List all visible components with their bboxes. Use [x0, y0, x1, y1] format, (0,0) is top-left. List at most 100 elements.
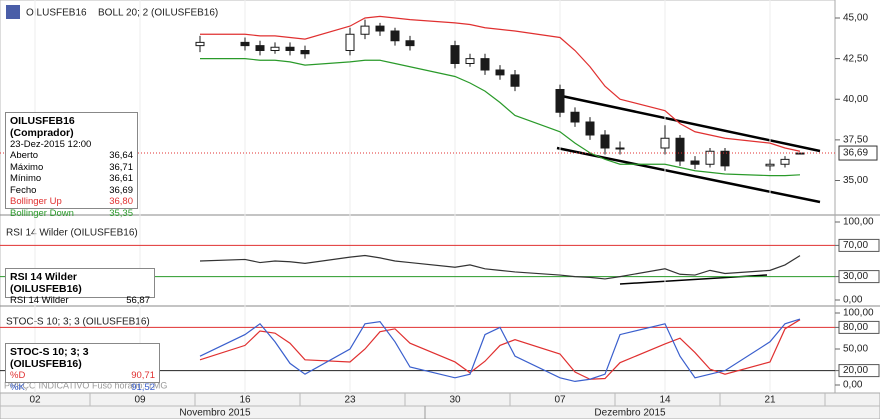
candle-body	[240, 41, 250, 47]
y-tick-label: 40,00	[843, 94, 868, 105]
info-value: 36,61	[109, 173, 133, 184]
tick-box	[838, 238, 880, 252]
candle-body	[195, 41, 205, 47]
candle-body	[375, 25, 385, 32]
candle-body	[360, 25, 370, 35]
candle-body	[600, 134, 610, 149]
info-row: RSI 14 Wilder 56,87	[10, 295, 150, 307]
candle-body	[690, 160, 700, 165]
candle-body	[765, 163, 775, 167]
info-row: Bollinger Down 35,35	[10, 208, 133, 220]
info-row: Bollinger Up 36,80	[10, 196, 133, 208]
info-value: 56,87	[126, 295, 150, 306]
info-value: 90,71	[131, 370, 155, 381]
trend-line[interactable]	[556, 93, 821, 153]
candle-body	[390, 30, 400, 42]
y-tick-label: 100,00	[843, 308, 874, 319]
last-price-box	[838, 145, 878, 161]
info-label: %D	[10, 370, 26, 381]
x-tick-label: 02	[29, 395, 41, 406]
info-row: Aberto 36,64	[10, 150, 133, 162]
x-tick-label: 14	[659, 395, 671, 406]
rsi-box: RSI 14 Wilder (OILUSFEB16) RSI 14 Wilder…	[5, 268, 155, 306]
x-tick-label: 21	[764, 395, 776, 406]
candle-body	[285, 46, 295, 51]
last-price-label: 36,69	[843, 148, 868, 159]
y-tick-label: 30,00	[843, 271, 868, 282]
info-box: OILUSFEB16 (Comprador) 23-Dez-2015 12:00…	[5, 112, 138, 219]
timezone: Fuso horário: TMG	[92, 380, 167, 390]
candle-body	[510, 74, 520, 87]
candle-body	[585, 121, 595, 136]
info-rows: Aberto 36,64 Máximo 36,71 Mínimo 36,61 Fecho 36…	[10, 150, 133, 219]
month-label: Dezembro 2015	[594, 408, 666, 419]
info-row: Mínimo 36,61	[10, 173, 133, 185]
rsi-rows: RSI 14 Wilder 56,87	[10, 295, 150, 307]
candle-body	[660, 137, 670, 149]
series-line	[200, 58, 801, 177]
x-tick-label: 09	[134, 395, 146, 406]
info-label: %K	[10, 381, 25, 393]
info-row: %D 90,71	[10, 370, 155, 382]
x-tick-label: 23	[344, 395, 356, 406]
month-label: Novembro 2015	[179, 408, 251, 419]
info-label: Aberto	[10, 150, 38, 161]
candle-body	[495, 69, 505, 76]
candle-body	[555, 89, 565, 113]
info-label: Fecho	[10, 184, 37, 196]
info-value: 36,69	[109, 184, 133, 196]
y-tick-label: 0,00	[843, 295, 863, 306]
info-label: RSI 14 Wilder	[10, 295, 69, 306]
footer-note: PREÇO INDICATIVO	[4, 380, 89, 390]
candle-body	[720, 150, 730, 167]
series-line	[199, 254, 801, 280]
candle-body	[345, 33, 355, 51]
info-value: 36,80	[109, 196, 133, 207]
info-value: 91,52	[131, 381, 155, 393]
y-tick-label: 20,00	[843, 365, 868, 376]
info-label: Bollinger Up	[10, 196, 62, 207]
y-tick-label: 70,00	[843, 240, 868, 251]
y-tick-label: 80,00	[843, 322, 868, 333]
candle-body	[795, 152, 805, 155]
series-line	[199, 319, 801, 380]
x-tick-label: 07	[554, 395, 566, 406]
symbol-icon[interactable]	[6, 5, 20, 19]
stoch-box-title: STOC-S 10; 3; 3 (OILUSFEB16)	[10, 346, 89, 370]
indicator-title[interactable]: BOLL 20; 2 (OILUSFEB16)	[98, 8, 218, 19]
x-tick-label: 16	[239, 395, 251, 406]
y-tick-label: 35,00	[843, 175, 868, 186]
tick-box	[838, 320, 880, 334]
candle-body	[465, 58, 475, 64]
info-date: 23-Dez-2015 12:00	[10, 139, 92, 150]
stoch-title[interactable]: STOC-S 10; 3; 3 (OILUSFEB16)	[6, 317, 150, 328]
info-value: 36,64	[109, 150, 133, 161]
stoch-box: STOC-S 10; 3; 3 (OILUSFEB16) %D 90,71 %K 91…	[5, 343, 160, 393]
y-tick-label: 50,00	[843, 344, 868, 355]
series-line	[200, 15, 801, 152]
y-tick-label: 0,00	[843, 380, 863, 391]
candle-body	[450, 45, 460, 64]
series-line	[199, 318, 801, 383]
y-tick-label: 42,50	[843, 53, 868, 64]
rsi-title[interactable]: RSI 14 Wilder (OILUSFEB16)	[6, 228, 138, 239]
candle-body	[480, 58, 490, 71]
tick-box	[838, 364, 880, 378]
symbol[interactable]: OILUSFEB16	[26, 8, 87, 19]
candle-body	[300, 50, 310, 55]
candle-body	[255, 45, 265, 51]
x-tick-label: 30	[449, 395, 461, 406]
info-label: Bollinger Down	[10, 207, 74, 219]
candle-body	[570, 111, 580, 123]
info-label: Máximo	[10, 161, 44, 173]
stoch-rows: %D 90,71 %K 91,52	[10, 370, 155, 393]
info-row: Máximo 36,71	[10, 162, 133, 174]
candle-body	[405, 40, 415, 47]
info-value: 36,71	[109, 161, 133, 173]
rsi-box-title: RSI 14 Wilder (OILUSFEB16)	[10, 271, 82, 295]
info-value: 35,35	[109, 207, 133, 219]
y-tick-label: 45,00	[843, 13, 868, 24]
candle-body	[780, 158, 790, 165]
